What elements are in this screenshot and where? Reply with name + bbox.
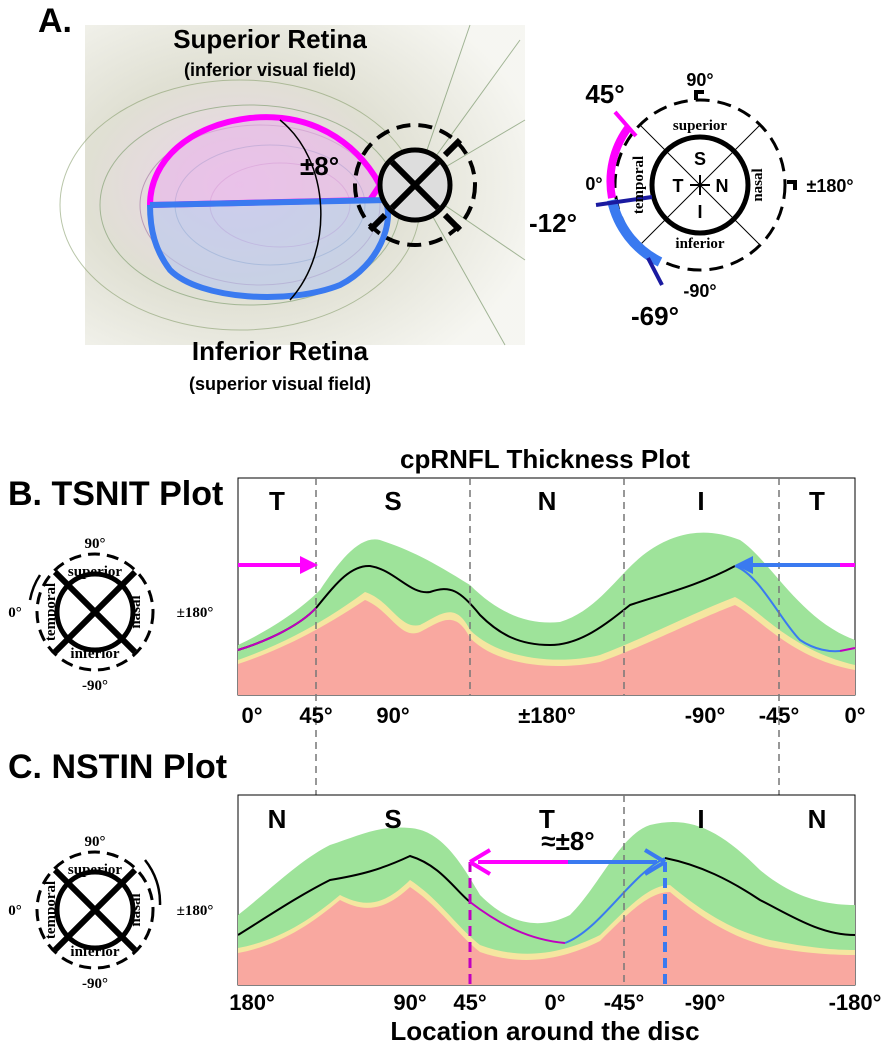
x-tick-label: 90°	[393, 990, 426, 1015]
x-tick-label: -45°	[604, 990, 645, 1015]
dial-nasal: nasal	[128, 595, 144, 628]
x-tick-label: 0°	[544, 990, 565, 1015]
dial-left: 0°	[585, 174, 602, 194]
dial-temporal: temporal	[43, 881, 59, 939]
dial-top: 90°	[85, 834, 106, 850]
sector-label: T	[269, 486, 285, 516]
x-tick-label: 0°	[241, 703, 262, 728]
sector-label: S	[384, 486, 401, 516]
x-tick-label: ±180°	[518, 703, 576, 728]
dial-top: 90°	[686, 70, 713, 90]
dial-inferior: inferior	[70, 944, 119, 960]
x-tick-label: 180°	[229, 990, 275, 1015]
dial-nasal: nasal	[128, 893, 144, 926]
dial-bottom: -90°	[82, 976, 108, 992]
angle-label: ±8°	[300, 151, 339, 181]
inferior-title: Inferior Retina	[192, 336, 369, 366]
x-tick-label: 90°	[376, 703, 409, 728]
panel-label: C. NSTIN Plot	[8, 748, 227, 786]
dial-right: ±180°	[177, 903, 214, 919]
sector-label: T	[809, 486, 825, 516]
inferior-subtitle: (superior visual field)	[189, 374, 371, 394]
dial-bottom: -90°	[82, 678, 108, 694]
sector-label: I	[697, 804, 704, 834]
sector-label: T	[539, 804, 555, 834]
dial-superior: superior	[68, 564, 123, 580]
x-tick-label: 45°	[299, 703, 332, 728]
dial-inferior: inferior	[675, 236, 724, 252]
superior-subtitle: (inferior visual field)	[184, 60, 356, 80]
plot-title: cpRNFL Thickness Plot	[400, 444, 690, 474]
dial-i: I	[697, 202, 702, 222]
sector-label: N	[808, 804, 827, 834]
figure: A. Superior Retina (inferior visual fiel…	[0, 0, 895, 1055]
x-tick-label: 0°	[844, 703, 865, 728]
sector-label: N	[538, 486, 557, 516]
dial-inferior: inferior	[70, 646, 119, 662]
dial-s: S	[694, 149, 706, 169]
x-tick-label: -90°	[685, 703, 726, 728]
dial-superior: superior	[673, 118, 728, 134]
dial-top: 90°	[85, 536, 106, 552]
dial-nasal: nasal	[750, 168, 766, 201]
dial-left: 0°	[8, 903, 22, 919]
x-tick-label: -180°	[829, 990, 882, 1015]
x-tick-label: -90°	[685, 990, 726, 1015]
mark-minus-12: -12°	[529, 208, 577, 238]
panel-label: A.	[38, 2, 72, 40]
x-axis-label: Location around the disc	[390, 1016, 699, 1046]
sector-label: N	[268, 804, 287, 834]
dial-temporal: temporal	[43, 583, 59, 641]
mark-45: 45°	[585, 79, 624, 109]
sector-label: I	[697, 486, 704, 516]
mark-minus-69: -69°	[631, 301, 679, 331]
panel-label: B. TSNIT Plot	[8, 475, 223, 513]
dial-superior: superior	[68, 862, 123, 878]
dial-right: ±180°	[177, 605, 214, 621]
sector-label: S	[384, 804, 401, 834]
dial-bottom: -90°	[683, 281, 716, 301]
dial-temporal: temporal	[631, 156, 647, 214]
dial-right: ±180°	[806, 176, 853, 196]
x-tick-label: -45°	[759, 703, 800, 728]
dial-n: N	[716, 176, 729, 196]
dial-left: 0°	[8, 605, 22, 621]
x-tick-label: 45°	[453, 990, 486, 1015]
dial-t: T	[673, 176, 684, 196]
superior-title: Superior Retina	[173, 24, 367, 54]
